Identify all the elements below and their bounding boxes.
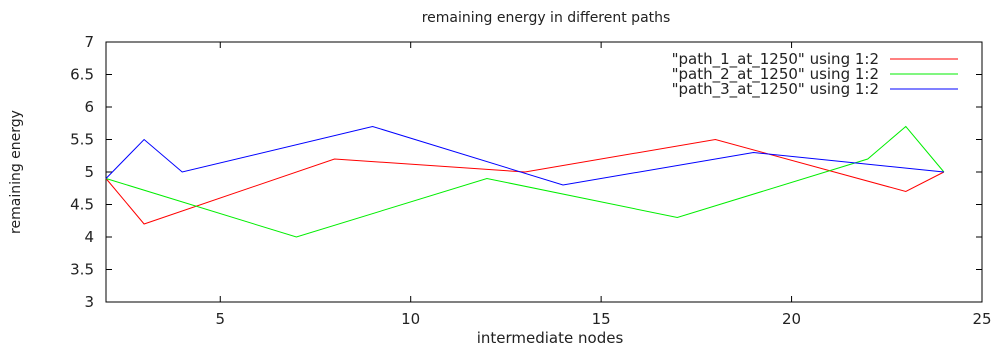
x-axis-label: intermediate nodes <box>477 329 624 347</box>
y-tick-label: 4 <box>84 228 94 246</box>
chart-title: remaining energy in different paths <box>422 10 671 26</box>
x-tick-label: 10 <box>401 310 420 328</box>
y-tick-label: 3.5 <box>70 261 94 279</box>
y-tick-label: 6 <box>84 98 94 116</box>
axis-ticks: 3 3.5 4 4.5 5 5.5 6 6.5 7 5 10 15 20 25 <box>70 33 991 328</box>
legend-label: "path_2_at_1250" using 1:2 <box>672 65 879 84</box>
x-tick-label: 20 <box>782 310 801 328</box>
y-tick-label: 5.5 <box>70 131 94 149</box>
y-tick-label: 3 <box>84 293 94 311</box>
x-tick-label: 25 <box>972 310 991 328</box>
legend-label: "path_1_at_1250" using 1:2 <box>672 50 879 69</box>
y-tick-label: 4.5 <box>70 196 94 214</box>
y-tick-label: 7 <box>84 33 94 51</box>
series-line-path-3 <box>105 125 944 186</box>
y-tick-label: 6.5 <box>70 66 94 84</box>
x-tick-label: 15 <box>592 310 611 328</box>
legend-label: "path_3_at_1250" using 1:2 <box>672 80 879 99</box>
series-line-path-2 <box>105 125 945 238</box>
x-tick-label: 5 <box>215 310 225 328</box>
legend: "path_1_at_1250" using 1:2"path_2_at_125… <box>672 50 958 99</box>
y-tick-label: 5 <box>84 163 94 181</box>
y-axis-label: remaining energy <box>8 110 24 234</box>
series-line-path-1 <box>105 138 945 225</box>
series-lines <box>105 125 945 238</box>
